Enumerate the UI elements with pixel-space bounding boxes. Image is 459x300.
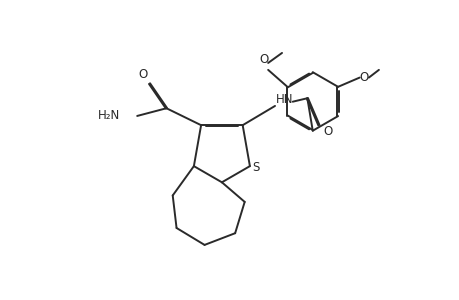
- Text: O: O: [359, 71, 368, 84]
- Text: S: S: [252, 161, 259, 174]
- Text: O: O: [258, 53, 268, 66]
- Text: H₂N: H₂N: [98, 110, 120, 122]
- Text: O: O: [323, 125, 332, 138]
- Text: O: O: [139, 68, 148, 81]
- Text: HN: HN: [276, 93, 293, 106]
